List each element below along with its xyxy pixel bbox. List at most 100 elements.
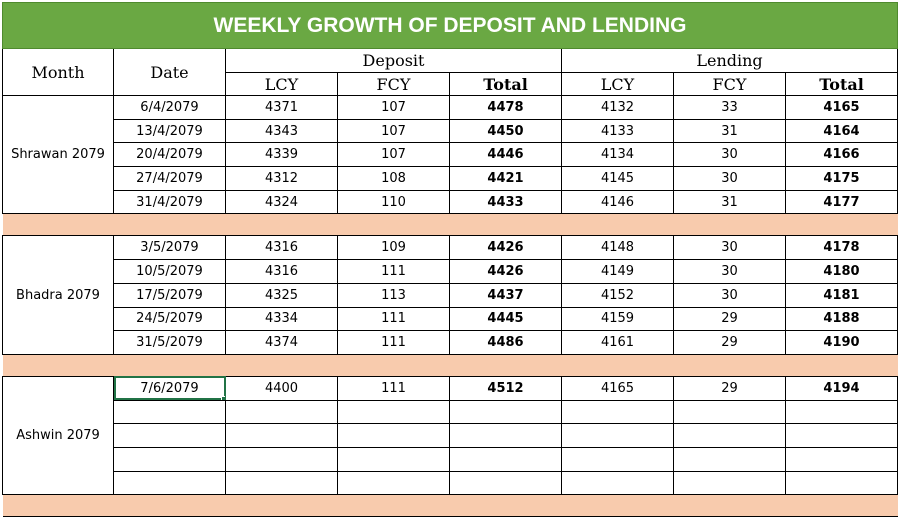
lending-total-cell[interactable]: 4194 (785, 375, 898, 401)
date-cell[interactable] (113, 470, 226, 496)
lending-lcy-cell[interactable]: 4145 (561, 166, 674, 191)
deposit-total-cell[interactable]: 4426 (449, 259, 562, 284)
lending-lcy-cell[interactable]: 4152 (561, 282, 674, 308)
header-lending-total[interactable]: Total (785, 72, 898, 96)
lending-total-cell[interactable]: 4166 (785, 142, 898, 168)
lending-lcy-cell[interactable]: 4161 (561, 330, 674, 355)
lending-fcy-cell[interactable] (673, 399, 786, 425)
deposit-lcy-cell[interactable]: 4312 (225, 166, 338, 191)
date-cell[interactable]: 31/5/2079 (113, 330, 226, 355)
deposit-lcy-cell[interactable]: 4325 (225, 282, 338, 308)
lending-fcy-cell[interactable]: 30 (673, 166, 786, 191)
fill-handle[interactable] (221, 395, 225, 400)
deposit-total-cell[interactable]: 4433 (449, 189, 562, 215)
deposit-lcy-cell[interactable]: 4316 (225, 259, 338, 284)
lending-total-cell[interactable] (785, 446, 898, 472)
deposit-fcy-cell[interactable]: 113 (337, 282, 450, 308)
header-date[interactable]: Date (113, 48, 226, 96)
date-cell[interactable]: 13/4/2079 (113, 118, 226, 144)
lending-fcy-cell[interactable] (673, 446, 786, 472)
lending-fcy-cell[interactable] (673, 423, 786, 448)
deposit-fcy-cell[interactable]: 111 (337, 306, 450, 332)
deposit-fcy-cell[interactable]: 111 (337, 259, 450, 284)
lending-total-cell[interactable]: 4180 (785, 259, 898, 284)
header-lending[interactable]: Lending (561, 48, 898, 73)
deposit-lcy-cell[interactable] (225, 423, 338, 448)
deposit-total-cell[interactable]: 4446 (449, 142, 562, 168)
date-cell[interactable]: 20/4/2079 (113, 142, 226, 168)
deposit-fcy-cell[interactable]: 111 (337, 330, 450, 355)
deposit-total-cell[interactable]: 4450 (449, 118, 562, 144)
lending-total-cell[interactable]: 4178 (785, 235, 898, 261)
lending-fcy-cell[interactable]: 31 (673, 118, 786, 144)
deposit-fcy-cell[interactable] (337, 446, 450, 472)
header-lending-lcy[interactable]: LCY (561, 72, 674, 96)
lending-fcy-cell[interactable] (673, 470, 786, 496)
month-cell[interactable]: Shrawan 2079 (2, 94, 114, 215)
lending-lcy-cell[interactable] (561, 399, 674, 425)
lending-total-cell[interactable]: 4190 (785, 330, 898, 355)
lending-lcy-cell[interactable]: 4146 (561, 189, 674, 215)
deposit-fcy-cell[interactable] (337, 399, 450, 425)
deposit-fcy-cell[interactable]: 108 (337, 166, 450, 191)
lending-lcy-cell[interactable]: 4134 (561, 142, 674, 168)
date-cell[interactable] (113, 399, 226, 425)
lending-fcy-cell[interactable]: 29 (673, 375, 786, 401)
header-deposit[interactable]: Deposit (225, 48, 562, 73)
lending-lcy-cell[interactable]: 4165 (561, 375, 674, 401)
deposit-lcy-cell[interactable]: 4316 (225, 235, 338, 261)
deposit-total-cell[interactable] (449, 470, 562, 496)
deposit-lcy-cell[interactable]: 4343 (225, 118, 338, 144)
date-cell[interactable]: 17/5/2079 (113, 282, 226, 308)
header-deposit-fcy[interactable]: FCY (337, 72, 450, 96)
lending-lcy-cell[interactable] (561, 446, 674, 472)
lending-lcy-cell[interactable] (561, 423, 674, 448)
deposit-lcy-cell[interactable] (225, 399, 338, 425)
month-cell[interactable]: Bhadra 2079 (2, 235, 114, 355)
lending-fcy-cell[interactable]: 29 (673, 306, 786, 332)
deposit-fcy-cell[interactable] (337, 470, 450, 496)
lending-total-cell[interactable] (785, 470, 898, 496)
lending-fcy-cell[interactable]: 30 (673, 142, 786, 168)
lending-fcy-cell[interactable]: 29 (673, 330, 786, 355)
deposit-fcy-cell[interactable]: 111 (337, 375, 450, 401)
date-cell[interactable] (113, 446, 226, 472)
lending-total-cell[interactable] (785, 423, 898, 448)
deposit-total-cell[interactable]: 4478 (449, 95, 562, 120)
lending-lcy-cell[interactable]: 4148 (561, 235, 674, 261)
deposit-lcy-cell[interactable]: 4334 (225, 306, 338, 332)
deposit-total-cell[interactable]: 4445 (449, 306, 562, 332)
deposit-fcy-cell[interactable]: 107 (337, 95, 450, 120)
deposit-lcy-cell[interactable]: 4324 (225, 189, 338, 215)
header-month[interactable]: Month (2, 48, 114, 96)
header-deposit-total[interactable]: Total (449, 72, 562, 96)
deposit-fcy-cell[interactable] (337, 423, 450, 448)
deposit-fcy-cell[interactable]: 110 (337, 189, 450, 215)
date-cell[interactable]: 3/5/2079 (113, 235, 226, 261)
deposit-lcy-cell[interactable]: 4374 (225, 330, 338, 355)
lending-fcy-cell[interactable]: 33 (673, 95, 786, 120)
sheet-title[interactable]: WEEKLY GROWTH OF DEPOSIT AND LENDING (2, 2, 898, 49)
deposit-lcy-cell[interactable] (225, 470, 338, 496)
lending-lcy-cell[interactable]: 4133 (561, 118, 674, 144)
deposit-total-cell[interactable] (449, 446, 562, 472)
date-cell[interactable]: 24/5/2079 (113, 306, 226, 332)
deposit-total-cell[interactable] (449, 423, 562, 448)
deposit-total-cell[interactable]: 4421 (449, 166, 562, 191)
deposit-lcy-cell[interactable]: 4400 (225, 375, 338, 401)
deposit-total-cell[interactable]: 4426 (449, 235, 562, 261)
date-cell[interactable]: 27/4/2079 (113, 166, 226, 191)
header-lending-fcy[interactable]: FCY (673, 72, 786, 96)
date-cell[interactable] (113, 423, 226, 448)
lending-total-cell[interactable]: 4165 (785, 95, 898, 120)
deposit-lcy-cell[interactable] (225, 446, 338, 472)
deposit-total-cell[interactable]: 4486 (449, 330, 562, 355)
date-cell[interactable]: 6/4/2079 (113, 95, 226, 120)
month-cell[interactable]: Ashwin 2079 (2, 375, 114, 496)
lending-lcy-cell[interactable]: 4149 (561, 259, 674, 284)
header-deposit-lcy[interactable]: LCY (225, 72, 338, 96)
deposit-total-cell[interactable] (449, 399, 562, 425)
lending-lcy-cell[interactable]: 4132 (561, 95, 674, 120)
lending-fcy-cell[interactable]: 30 (673, 235, 786, 261)
deposit-fcy-cell[interactable]: 107 (337, 142, 450, 168)
